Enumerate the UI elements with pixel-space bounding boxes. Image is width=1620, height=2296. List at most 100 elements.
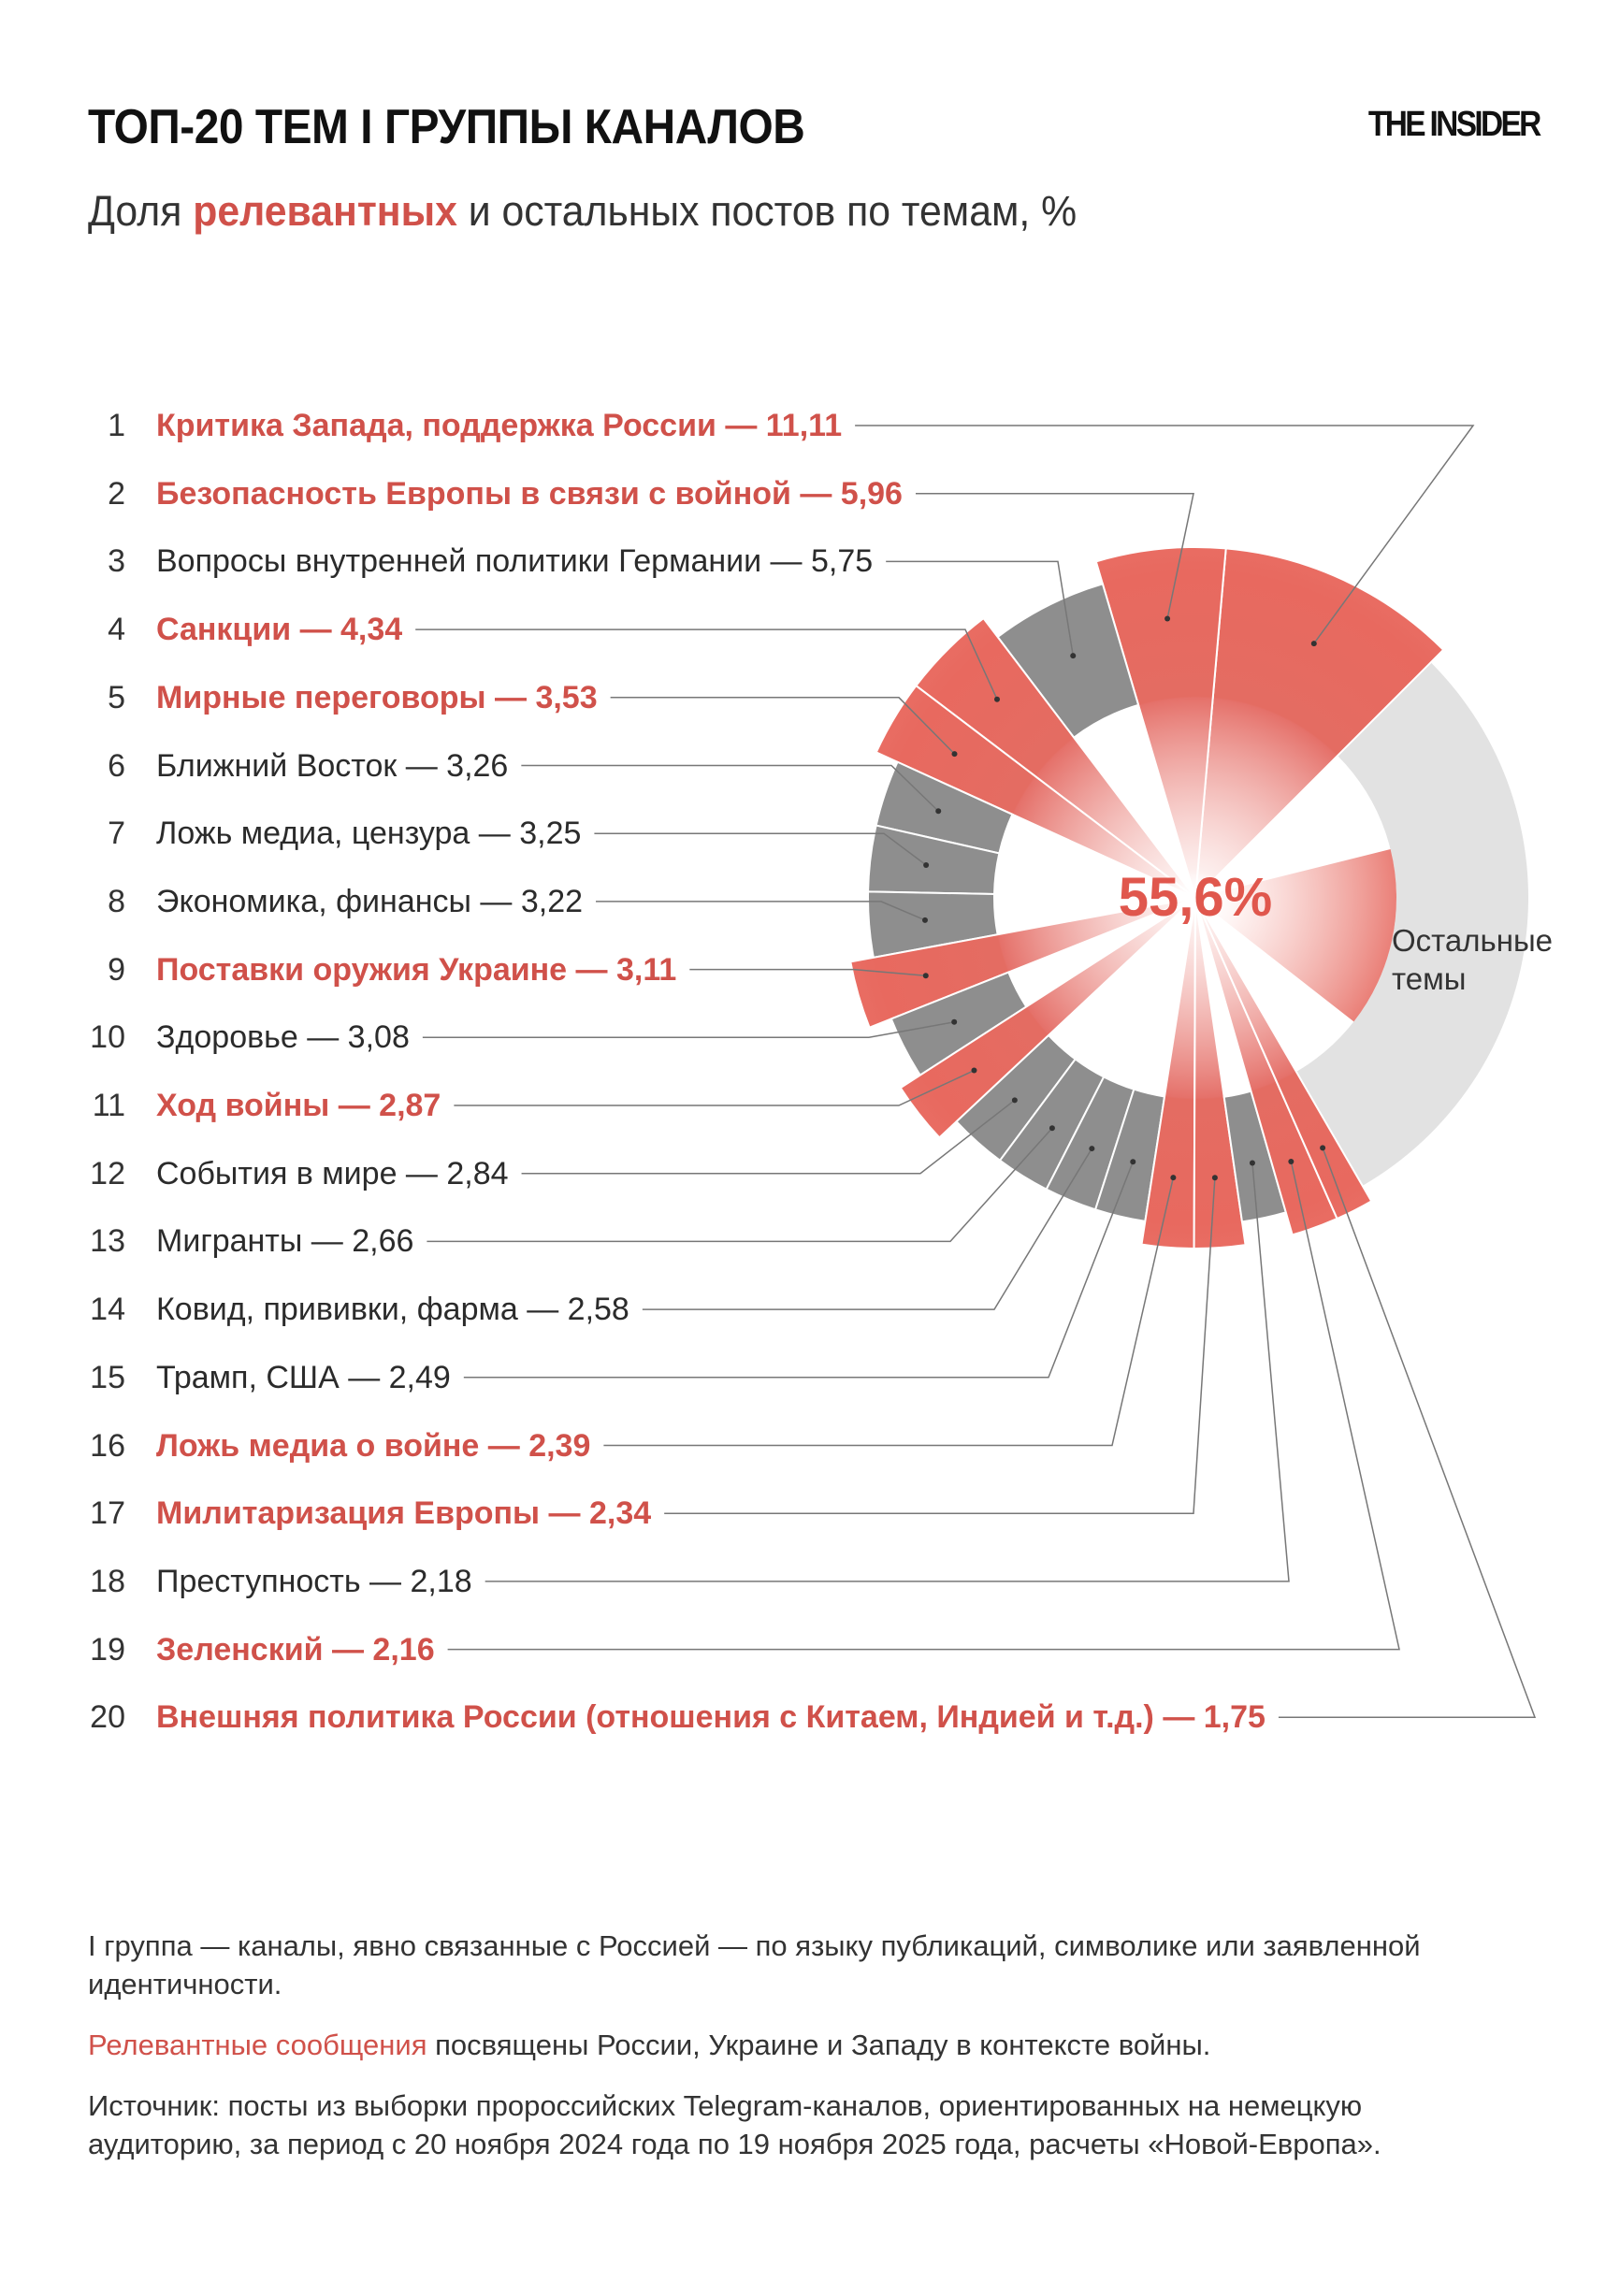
- leader-dot: [1011, 1097, 1018, 1104]
- segment-other-18: [1222, 1090, 1288, 1223]
- topic-label: Мигранты — 2,66: [156, 1223, 414, 1260]
- segment-other-14: [1045, 1076, 1135, 1211]
- leader-line: [610, 697, 956, 755]
- rank-number: 13: [90, 1223, 125, 1260]
- topic-label: Ход войны — 2,87: [156, 1088, 441, 1123]
- leader-dot: [1211, 1175, 1218, 1181]
- leader-dot: [971, 1067, 977, 1074]
- segment-relevant-11: [899, 897, 1196, 1139]
- subtitle-pre: Доля: [88, 187, 182, 235]
- leader-dot: [922, 973, 929, 979]
- rank-number: 17: [90, 1495, 125, 1532]
- topic-label: Ближний Восток — 3,26: [156, 747, 509, 784]
- topic-label: События в мире — 2,84: [156, 1155, 509, 1191]
- rank-number: 10: [90, 1019, 125, 1056]
- leader-dot: [1089, 1146, 1095, 1152]
- segment-other-7: [867, 824, 1001, 895]
- rank-number: 2: [108, 475, 125, 512]
- subtitle-highlight: релевантных: [193, 187, 457, 235]
- rank-number: 19: [90, 1631, 125, 1668]
- segment-other-15: [1093, 1088, 1166, 1223]
- topic-label: Безопасность Европы в связи с войной — 5…: [156, 475, 903, 512]
- segment-relevant-5: [875, 684, 1196, 899]
- relevant-share-label: 55,6%: [1118, 867, 1273, 928]
- rank-number: 8: [108, 883, 125, 919]
- topic-label: Здоровье — 3,08: [156, 1019, 410, 1056]
- segment-other-8: [867, 890, 999, 960]
- subtitle: Доля релевантных и остальных постов по т…: [88, 187, 1077, 236]
- leader-line: [855, 425, 1475, 644]
- footer-notes: I группа — каналы, явно связанные с Росс…: [88, 1927, 1491, 2186]
- leader-line: [427, 1127, 1053, 1243]
- leader-line: [594, 832, 927, 866]
- leader-line: [642, 1148, 1092, 1310]
- leader-line: [415, 628, 998, 700]
- leader-line: [886, 560, 1074, 657]
- leader-line: [664, 1177, 1216, 1514]
- leader-dot: [994, 696, 1001, 702]
- leader-dot: [921, 917, 928, 923]
- relevant-note-highlight: Релевантные сообщения: [88, 2029, 427, 2061]
- leader-line: [1278, 1148, 1537, 1719]
- rest-topics-label: Остальные темы: [1392, 923, 1554, 996]
- segment-relevant-20: [1194, 897, 1373, 1220]
- rank-number: 15: [90, 1359, 125, 1395]
- rank-number: 1: [108, 408, 125, 443]
- topic-label: Критика Запада, поддержка России — 11,11: [156, 408, 843, 443]
- leader-dot: [935, 808, 942, 815]
- segment-other-10: [890, 971, 1028, 1076]
- topic-label: Вопросы внутренней политики Германии — 5…: [156, 543, 874, 580]
- rank-number: 11: [92, 1088, 125, 1123]
- topic-label: Преступность — 2,18: [156, 1563, 472, 1599]
- segment-relevant-9: [849, 897, 1196, 1029]
- rank-number: 9: [108, 951, 125, 988]
- topic-label: Экономика, финансы — 3,22: [156, 883, 584, 919]
- leader-dot: [951, 1018, 958, 1025]
- topic-label: Мирные переговоры — 3,53: [156, 679, 598, 715]
- rank-number: 20: [90, 1699, 125, 1736]
- topic-label: Санкции — 4,34: [156, 612, 403, 648]
- segment-relevant-1: [1193, 547, 1445, 901]
- rest-relevant-wedge: [1195, 848, 1396, 1022]
- source-note: Источник: посты из выборки пророссийских…: [88, 2089, 1381, 2160]
- segment-other-6: [875, 760, 1014, 855]
- rank-number: 3: [108, 543, 125, 580]
- page-title: ТОП-20 ТЕМ I ГРУППЫ КАНАЛОВ: [88, 100, 805, 154]
- rest-topics-segment: [1295, 662, 1529, 1186]
- rank-number: 16: [90, 1427, 125, 1464]
- topic-label: Ложь медиа о войне — 2,39: [156, 1427, 591, 1464]
- relevant-note: Релевантные сообщения посвящены России, …: [88, 2026, 1491, 2064]
- leader-dot: [1249, 1160, 1255, 1166]
- topic-label: Зеленский — 2,16: [156, 1631, 435, 1668]
- subtitle-post: и остальных постов по темам, %: [468, 187, 1078, 235]
- leader-line: [447, 1161, 1400, 1651]
- the-insider-logo: THE INSIDER: [1368, 105, 1541, 144]
- leader-dot: [1070, 653, 1077, 659]
- rank-number: 4: [108, 612, 125, 648]
- rank-number: 14: [90, 1292, 125, 1328]
- leader-line: [485, 1162, 1290, 1582]
- leader-line: [596, 901, 926, 921]
- topic-label: Трамп, США — 2,49: [156, 1359, 451, 1395]
- leader-dot: [1310, 641, 1317, 647]
- leader-line: [603, 1177, 1175, 1447]
- leader-dot: [1320, 1145, 1326, 1151]
- topic-label: Внешняя политика России (отношения с Кит…: [156, 1699, 1266, 1736]
- leader-dot: [1164, 615, 1171, 622]
- segment-relevant-2: [1094, 546, 1227, 899]
- leader-line: [689, 968, 926, 976]
- leader-line: [915, 492, 1194, 619]
- leader-line: [521, 764, 939, 812]
- relevant-note-rest: посвящены России, Украине и Западу в кон…: [435, 2029, 1211, 2061]
- leader-dot: [1170, 1175, 1177, 1181]
- leader-line: [463, 1161, 1134, 1379]
- leader-dot: [1130, 1159, 1136, 1165]
- group-note: I группа — каналы, явно связанные с Росс…: [88, 1929, 1421, 2000]
- leader-line: [422, 1021, 955, 1039]
- segment-other-3: [996, 583, 1140, 740]
- rank-number: 12: [90, 1155, 125, 1191]
- topic-label: Ковид, прививки, фарма — 2,58: [156, 1292, 629, 1328]
- rank-number: 6: [108, 747, 125, 784]
